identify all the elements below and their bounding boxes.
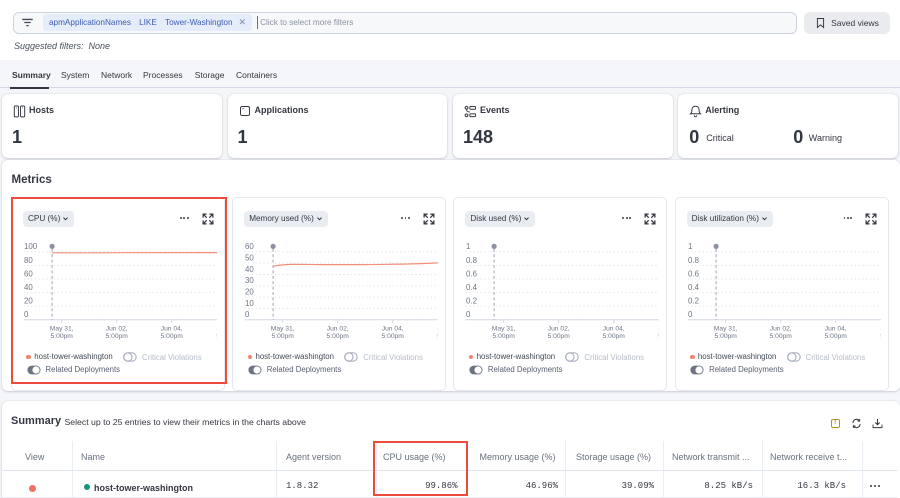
svg-text:40: 40 bbox=[24, 283, 33, 292]
svg-text:50: 50 bbox=[245, 254, 254, 263]
svg-text:0: 0 bbox=[24, 310, 29, 319]
svg-text:Jun 02,: Jun 02, bbox=[327, 326, 349, 333]
svg-text:60: 60 bbox=[24, 269, 33, 278]
svg-text:Jun 04,: Jun 04, bbox=[824, 326, 846, 333]
svg-text:0.8: 0.8 bbox=[688, 256, 700, 265]
svg-text:May 31,: May 31, bbox=[713, 326, 737, 333]
svg-text:5:00pm: 5:00pm bbox=[106, 333, 129, 340]
svg-text:5:00pm: 5:00pm bbox=[437, 333, 446, 340]
svg-text:5:00pm: 5:00pm bbox=[658, 333, 667, 340]
svg-text:5:00pm: 5:00pm bbox=[382, 333, 405, 340]
svg-text:80: 80 bbox=[24, 256, 33, 265]
svg-text:Jun 02,: Jun 02, bbox=[769, 326, 791, 333]
svg-text:5:00pm: 5:00pm bbox=[769, 333, 792, 340]
svg-text:Jun 06,: Jun 06, bbox=[879, 326, 888, 333]
svg-text:40: 40 bbox=[245, 265, 254, 274]
svg-text:0: 0 bbox=[688, 310, 693, 319]
svg-text:0: 0 bbox=[466, 310, 471, 319]
svg-text:1: 1 bbox=[688, 242, 692, 251]
svg-text:0.4: 0.4 bbox=[466, 283, 478, 292]
svg-text:1: 1 bbox=[466, 242, 470, 251]
svg-text:5:00pm: 5:00pm bbox=[272, 333, 295, 340]
svg-text:Jun 02,: Jun 02, bbox=[106, 326, 128, 333]
svg-text:0.4: 0.4 bbox=[688, 283, 700, 292]
svg-text:Jun 04,: Jun 04, bbox=[382, 326, 404, 333]
svg-text:5:00pm: 5:00pm bbox=[714, 333, 737, 340]
svg-text:0.2: 0.2 bbox=[466, 297, 477, 306]
svg-text:5:00pm: 5:00pm bbox=[603, 333, 626, 340]
svg-text:10: 10 bbox=[245, 299, 254, 308]
svg-text:0: 0 bbox=[245, 310, 250, 319]
svg-text:May 31,: May 31, bbox=[271, 326, 295, 333]
svg-text:100: 100 bbox=[24, 242, 38, 251]
svg-text:5:00pm: 5:00pm bbox=[161, 333, 184, 340]
svg-text:5:00pm: 5:00pm bbox=[216, 333, 225, 340]
svg-text:5:00pm: 5:00pm bbox=[493, 333, 516, 340]
svg-text:5:00pm: 5:00pm bbox=[879, 333, 888, 340]
svg-text:30: 30 bbox=[245, 276, 254, 285]
svg-text:Jun 02,: Jun 02, bbox=[548, 326, 570, 333]
svg-text:5:00pm: 5:00pm bbox=[327, 333, 350, 340]
svg-text:5:00pm: 5:00pm bbox=[51, 333, 74, 340]
svg-text:20: 20 bbox=[245, 288, 254, 297]
svg-text:Jun 06,: Jun 06, bbox=[216, 326, 225, 333]
svg-text:0.8: 0.8 bbox=[466, 256, 478, 265]
svg-text:Jun 04,: Jun 04, bbox=[161, 326, 183, 333]
svg-text:May 31,: May 31, bbox=[50, 326, 74, 333]
svg-text:5:00pm: 5:00pm bbox=[548, 333, 571, 340]
svg-text:20: 20 bbox=[24, 297, 33, 306]
svg-text:0.6: 0.6 bbox=[688, 269, 700, 278]
svg-text:May 31,: May 31, bbox=[492, 326, 516, 333]
svg-text:Jun 06,: Jun 06, bbox=[437, 326, 446, 333]
svg-text:Jun 06,: Jun 06, bbox=[658, 326, 667, 333]
svg-text:0.6: 0.6 bbox=[466, 269, 478, 278]
svg-text:5:00pm: 5:00pm bbox=[824, 333, 847, 340]
svg-text:60: 60 bbox=[245, 242, 254, 251]
svg-text:0.2: 0.2 bbox=[688, 297, 699, 306]
svg-text:Jun 04,: Jun 04, bbox=[603, 326, 625, 333]
